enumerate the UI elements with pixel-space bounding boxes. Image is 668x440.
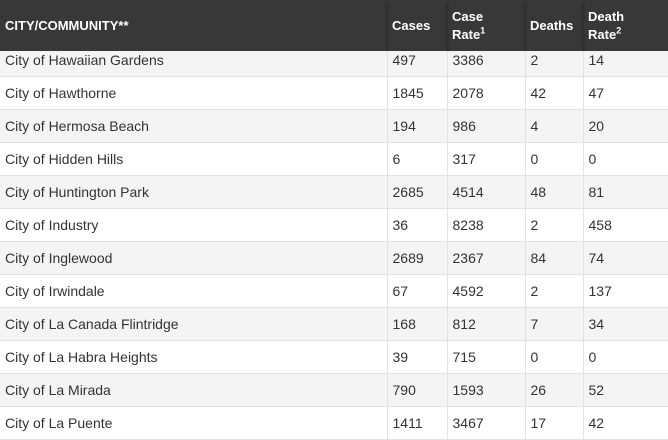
header-case-rate[interactable]: Case Rate1 (447, 0, 525, 51)
cell-city: City of Hermosa Beach (0, 109, 387, 143)
cell-death-rate: 458 (582, 208, 668, 242)
cell-case-rate: 3467 (446, 406, 525, 440)
cell-case-rate: 2367 (446, 241, 525, 275)
table-row: City of Huntington Park 2685 4514 48 81 (0, 175, 668, 209)
cell-death-rate: 0 (582, 340, 668, 374)
header-cases-label: Cases (392, 17, 431, 33)
header-row: CITY/COMMUNITY** Cases Case Rate1 Deaths… (0, 0, 668, 51)
cell-city: City of Irwindale (0, 274, 387, 308)
header-death-rate[interactable]: Death Rate2 (583, 0, 668, 51)
header-death-rate-footnote: 2 (616, 25, 622, 36)
header-death-rate-line2-wrap: Rate2 (588, 26, 663, 44)
cell-cases: 194 (386, 109, 447, 143)
header-case-rate-line2: Rate (452, 26, 481, 42)
table-row: City of Hawthorne 1845 2078 42 47 (0, 76, 668, 110)
table-row: City of La Mirada 790 1593 26 52 (0, 373, 668, 407)
table-header: CITY/COMMUNITY** Cases Case Rate1 Deaths… (0, 0, 668, 51)
cell-deaths: 2 (524, 274, 583, 308)
table-row: City of Inglewood 2689 2367 84 74 (0, 241, 668, 275)
cell-deaths: 42 (524, 76, 583, 110)
cell-deaths: 0 (524, 340, 583, 374)
cell-case-rate: 8238 (446, 208, 525, 242)
cell-cases: 1411 (386, 406, 447, 440)
cell-death-rate: 20 (582, 109, 668, 143)
cell-cases: 790 (386, 373, 447, 407)
cell-cases: 2689 (386, 241, 447, 275)
cell-city: City of La Mirada (0, 373, 387, 407)
header-city-label: CITY/COMMUNITY** (5, 17, 129, 33)
table-row: City of Hidden Hills 6 317 0 0 (0, 142, 668, 176)
cell-case-rate: 4514 (446, 175, 525, 209)
cell-death-rate: 52 (582, 373, 668, 407)
header-case-rate-line2-wrap: Rate1 (452, 26, 520, 44)
header-city[interactable]: CITY/COMMUNITY** (0, 0, 387, 51)
cell-city: City of Inglewood (0, 241, 387, 275)
cell-case-rate: 812 (446, 307, 525, 341)
table-row: City of Industry 36 8238 2 458 (0, 208, 668, 242)
cell-city: City of Hawaiian Gardens (0, 51, 387, 77)
table-row: City of La Puente 1411 3467 17 42 (0, 406, 668, 440)
cell-cases: 2685 (386, 175, 447, 209)
cell-death-rate: 0 (582, 142, 668, 176)
header-death-rate-line1: Death (588, 8, 625, 24)
header-deaths[interactable]: Deaths (525, 0, 583, 51)
cell-case-rate: 986 (446, 109, 525, 143)
cell-cases: 39 (386, 340, 447, 374)
cell-deaths: 7 (524, 307, 583, 341)
cell-deaths: 0 (524, 142, 583, 176)
cell-city: City of La Canada Flintridge (0, 307, 387, 341)
cell-death-rate: 42 (582, 406, 668, 440)
cell-death-rate: 14 (582, 51, 668, 77)
cell-case-rate: 4592 (446, 274, 525, 308)
cell-deaths: 2 (524, 208, 583, 242)
cell-cases: 497 (386, 51, 447, 77)
cell-cases: 6 (386, 142, 447, 176)
table-row: City of La Habra Heights 39 715 0 0 (0, 340, 668, 374)
cell-death-rate: 34 (582, 307, 668, 341)
table-row: City of Hawaiian Gardens 497 3386 2 14 (0, 51, 668, 77)
header-death-rate-line2: Rate (588, 26, 617, 42)
cell-death-rate: 47 (582, 76, 668, 110)
table-row: City of Hermosa Beach 194 986 4 20 (0, 109, 668, 143)
cell-city: City of Huntington Park (0, 175, 387, 209)
table-body: City of Hawaiian Gardens 497 3386 2 14 City o… (0, 51, 668, 440)
header-case-rate-line1: Case (452, 8, 484, 24)
cell-death-rate: 74 (582, 241, 668, 275)
cell-deaths: 48 (524, 175, 583, 209)
cell-deaths: 84 (524, 241, 583, 275)
cell-case-rate: 317 (446, 142, 525, 176)
cell-city: City of Industry (0, 208, 387, 242)
cell-city: City of La Habra Heights (0, 340, 387, 374)
header-cases[interactable]: Cases (387, 0, 447, 51)
cell-cases: 36 (386, 208, 447, 242)
cell-case-rate: 2078 (446, 76, 525, 110)
cell-deaths: 17 (524, 406, 583, 440)
table-row: City of La Canada Flintridge 168 812 7 34 (0, 307, 668, 341)
cell-case-rate: 1593 (446, 373, 525, 407)
cell-city: City of Hawthorne (0, 76, 387, 110)
cell-case-rate: 3386 (446, 51, 525, 77)
cell-death-rate: 81 (582, 175, 668, 209)
header-deaths-label: Deaths (530, 17, 574, 33)
cell-case-rate: 715 (446, 340, 525, 374)
cell-deaths: 4 (524, 109, 583, 143)
cell-cases: 168 (386, 307, 447, 341)
cell-deaths: 26 (524, 373, 583, 407)
header-case-rate-footnote: 1 (480, 25, 486, 36)
cell-city: City of La Puente (0, 406, 387, 440)
table-row: City of Irwindale 67 4592 2 137 (0, 274, 668, 308)
cell-deaths: 2 (524, 51, 583, 77)
cell-cases: 67 (386, 274, 447, 308)
cell-death-rate: 137 (582, 274, 668, 308)
cell-city: City of Hidden Hills (0, 142, 387, 176)
cell-cases: 1845 (386, 76, 447, 110)
